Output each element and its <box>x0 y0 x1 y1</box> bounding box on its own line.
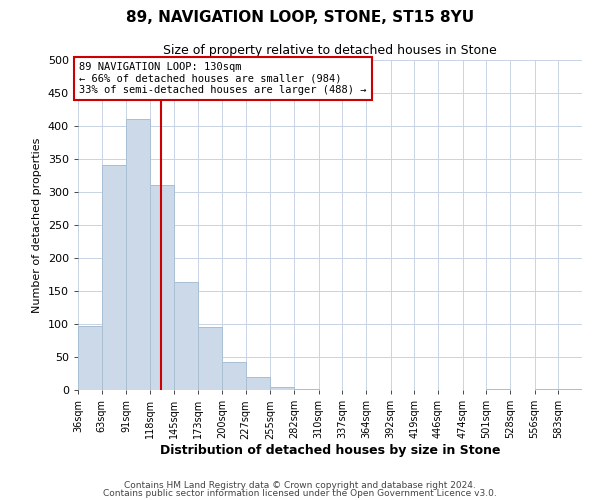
Bar <box>535 388 558 390</box>
Text: 89, NAVIGATION LOOP, STONE, ST15 8YU: 89, NAVIGATION LOOP, STONE, ST15 8YU <box>126 10 474 25</box>
Bar <box>294 388 319 390</box>
Bar <box>486 388 510 390</box>
Bar <box>102 165 126 390</box>
X-axis label: Distribution of detached houses by size in Stone: Distribution of detached houses by size … <box>160 444 500 457</box>
Bar <box>270 386 294 390</box>
Bar <box>558 388 582 390</box>
Bar <box>126 118 150 390</box>
Bar <box>222 362 246 390</box>
Y-axis label: Number of detached properties: Number of detached properties <box>32 138 42 312</box>
Bar <box>78 326 102 390</box>
Bar <box>150 184 174 390</box>
Bar <box>198 328 222 390</box>
Bar <box>246 378 270 390</box>
Title: Size of property relative to detached houses in Stone: Size of property relative to detached ho… <box>163 44 497 58</box>
Text: Contains HM Land Registry data © Crown copyright and database right 2024.: Contains HM Land Registry data © Crown c… <box>124 481 476 490</box>
Text: Contains public sector information licensed under the Open Government Licence v3: Contains public sector information licen… <box>103 488 497 498</box>
Bar <box>174 282 198 390</box>
Text: 89 NAVIGATION LOOP: 130sqm
← 66% of detached houses are smaller (984)
33% of sem: 89 NAVIGATION LOOP: 130sqm ← 66% of deta… <box>79 62 367 95</box>
